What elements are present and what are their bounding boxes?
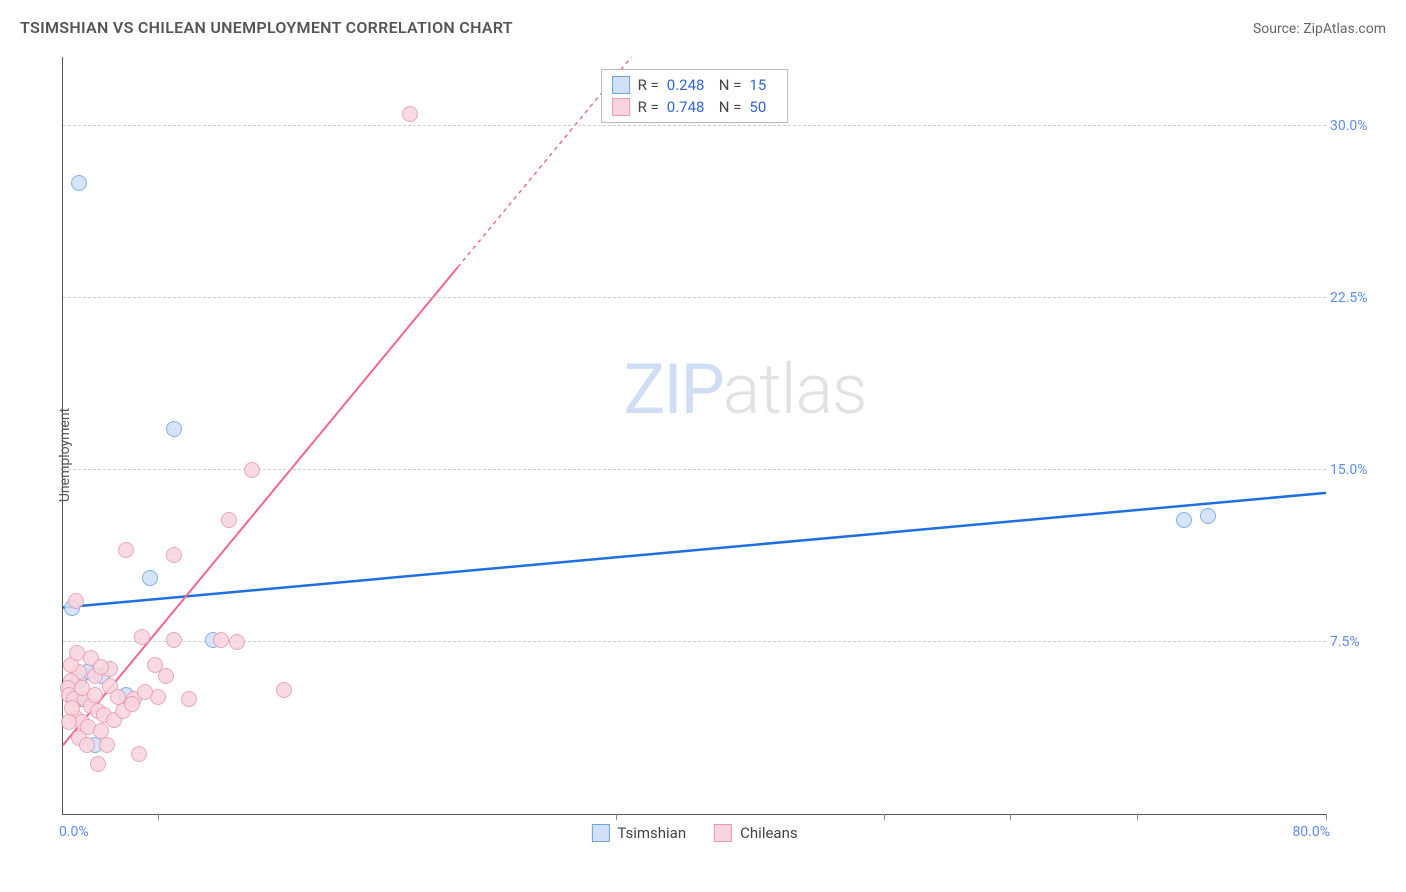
y-tick-label: 22.5% bbox=[1330, 290, 1380, 306]
scatter-point bbox=[402, 106, 418, 122]
plot-region: ZIPatlas R =0.248N =15R =0.748N =50 0.0%… bbox=[62, 57, 1326, 815]
stat-n-label: N = bbox=[719, 76, 742, 94]
legend-item: Chileans bbox=[714, 824, 797, 842]
scatter-point bbox=[79, 737, 95, 753]
scatter-point bbox=[166, 632, 182, 648]
series-swatch bbox=[612, 98, 630, 116]
scatter-point bbox=[118, 542, 134, 558]
gridline bbox=[63, 297, 1326, 298]
series-legend: Tsimshian Chileans bbox=[591, 824, 797, 842]
scatter-point bbox=[124, 696, 140, 712]
scatter-point bbox=[110, 689, 126, 705]
scatter-point bbox=[221, 512, 237, 528]
legend-label: Chileans bbox=[740, 824, 797, 842]
stat-r-value: 0.748 bbox=[667, 98, 711, 116]
scatter-point bbox=[181, 691, 197, 707]
series-swatch bbox=[612, 76, 630, 94]
source-label: Source: ZipAtlas.com bbox=[1253, 21, 1386, 37]
x-tick-mark bbox=[1137, 814, 1138, 820]
scatter-point bbox=[93, 659, 109, 675]
scatter-point bbox=[68, 593, 84, 609]
chart-header: TSIMSHIAN VS CHILEAN UNEMPLOYMENT CORREL… bbox=[0, 0, 1406, 45]
chart-title: TSIMSHIAN VS CHILEAN UNEMPLOYMENT CORREL… bbox=[20, 18, 513, 37]
stats-row: R = 0.248 N = 15 bbox=[612, 74, 774, 96]
gridline bbox=[63, 641, 1326, 642]
x-axis-max-label: 80.0% bbox=[1292, 824, 1330, 840]
x-tick-mark bbox=[1010, 814, 1011, 820]
x-tick-mark bbox=[158, 814, 159, 820]
stat-n-value: 15 bbox=[749, 76, 773, 94]
stats-legend-box: R = 0.248 N = 15 R = 0.748 N = 50 bbox=[601, 69, 789, 123]
stat-n-value: 50 bbox=[749, 98, 773, 116]
legend-label: Tsimshian bbox=[617, 824, 686, 842]
scatter-point bbox=[137, 684, 153, 700]
scatter-point bbox=[213, 632, 229, 648]
series-swatch bbox=[591, 824, 609, 842]
scatter-point bbox=[276, 682, 292, 698]
x-tick-mark bbox=[616, 814, 617, 820]
scatter-point bbox=[166, 421, 182, 437]
scatter-point bbox=[166, 547, 182, 563]
stat-r-label: R = bbox=[638, 76, 659, 94]
scatter-point bbox=[244, 462, 260, 478]
scatter-point bbox=[1200, 508, 1216, 524]
stats-row: R = 0.748 N = 50 bbox=[612, 96, 774, 118]
y-tick-label: 15.0% bbox=[1330, 462, 1380, 478]
scatter-point bbox=[134, 629, 150, 645]
scatter-point bbox=[99, 737, 115, 753]
scatter-point bbox=[87, 687, 103, 703]
y-tick-label: 7.5% bbox=[1330, 634, 1380, 650]
scatter-point bbox=[229, 634, 245, 650]
scatter-point bbox=[131, 746, 147, 762]
series-swatch bbox=[714, 824, 732, 842]
gridline bbox=[63, 125, 1326, 126]
x-tick-mark bbox=[1326, 814, 1327, 820]
stat-r-value: 0.248 bbox=[667, 76, 711, 94]
trend-lines-layer bbox=[63, 57, 1326, 814]
stat-n-label: N = bbox=[719, 98, 742, 116]
scatter-point bbox=[1176, 512, 1192, 528]
legend-item: Tsimshian bbox=[591, 824, 686, 842]
stat-r-label: R = bbox=[638, 98, 659, 116]
y-tick-label: 30.0% bbox=[1330, 118, 1380, 134]
scatter-point bbox=[90, 756, 106, 772]
scatter-point bbox=[71, 175, 87, 191]
chart-area: Unemployment ZIPatlas R =0.248N =15R =0.… bbox=[20, 45, 1386, 865]
scatter-point bbox=[142, 570, 158, 586]
x-tick-mark bbox=[884, 814, 885, 820]
x-axis-min-label: 0.0% bbox=[59, 824, 89, 840]
scatter-point bbox=[69, 645, 85, 661]
scatter-point bbox=[61, 714, 77, 730]
scatter-point bbox=[158, 668, 174, 684]
